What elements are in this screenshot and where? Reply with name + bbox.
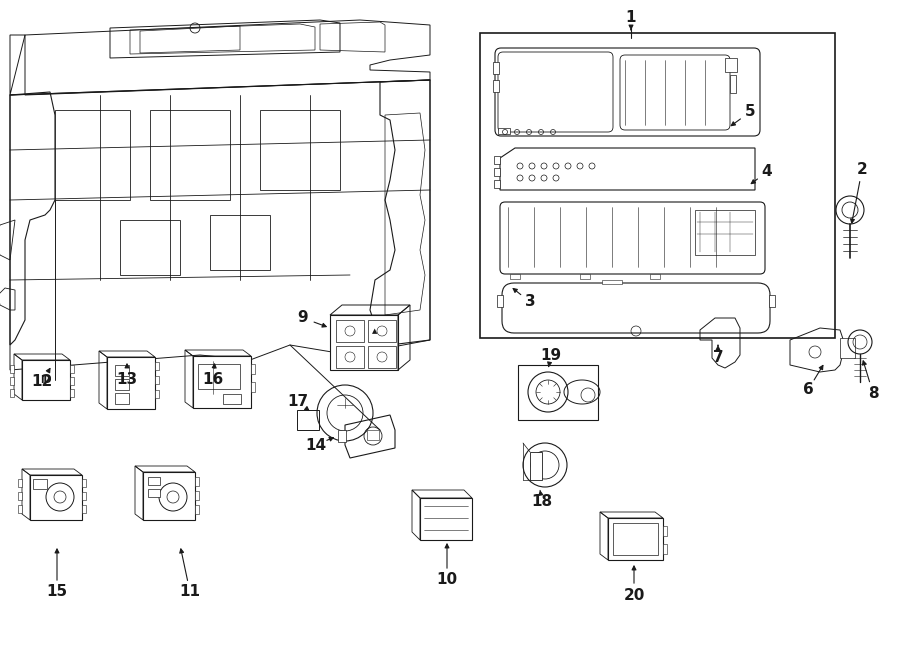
Bar: [10, 365, 14, 373]
Text: 8: 8: [868, 385, 878, 401]
Bar: [695, 210, 755, 255]
Bar: [518, 365, 598, 420]
Bar: [115, 393, 129, 404]
Bar: [608, 518, 663, 560]
FancyBboxPatch shape: [498, 52, 613, 132]
Bar: [251, 364, 255, 374]
Text: ID: ID: [40, 375, 52, 385]
Bar: [155, 376, 159, 384]
Bar: [510, 274, 520, 279]
Bar: [494, 156, 500, 164]
Bar: [260, 110, 340, 190]
Bar: [155, 390, 159, 398]
Text: 14: 14: [305, 438, 327, 453]
Bar: [143, 472, 195, 520]
Bar: [30, 475, 82, 520]
FancyBboxPatch shape: [620, 55, 730, 130]
Bar: [70, 389, 74, 397]
Bar: [480, 33, 835, 338]
Bar: [82, 505, 86, 513]
Bar: [580, 274, 590, 279]
Bar: [663, 544, 667, 554]
Text: 5: 5: [744, 104, 755, 120]
Bar: [725, 58, 737, 72]
Text: 19: 19: [540, 348, 562, 362]
Bar: [18, 479, 22, 487]
Bar: [530, 452, 542, 480]
Bar: [210, 215, 270, 270]
Bar: [368, 320, 396, 342]
Bar: [769, 295, 775, 307]
Text: 2: 2: [857, 163, 868, 178]
Bar: [840, 338, 855, 358]
Bar: [420, 498, 472, 540]
Bar: [150, 110, 230, 200]
Bar: [195, 505, 199, 514]
Bar: [70, 377, 74, 385]
Text: 6: 6: [803, 383, 814, 397]
Bar: [82, 479, 86, 487]
Bar: [155, 362, 159, 370]
Bar: [10, 389, 14, 397]
Bar: [115, 379, 129, 390]
Text: ▲: ▲: [373, 328, 378, 334]
Text: 7: 7: [713, 350, 724, 364]
Bar: [494, 168, 500, 176]
Text: 20: 20: [624, 588, 644, 602]
FancyBboxPatch shape: [500, 202, 765, 274]
Bar: [330, 315, 398, 370]
Bar: [148, 477, 160, 485]
Bar: [115, 365, 129, 376]
Text: 9: 9: [298, 311, 309, 325]
Text: 18: 18: [531, 494, 553, 510]
Text: 11: 11: [179, 584, 201, 600]
Text: 17: 17: [287, 395, 309, 410]
Text: 10: 10: [436, 572, 457, 588]
Text: 12: 12: [32, 375, 52, 389]
Bar: [297, 410, 319, 430]
Bar: [10, 377, 14, 385]
Bar: [148, 489, 160, 497]
Bar: [336, 320, 364, 342]
Text: 16: 16: [202, 373, 223, 387]
Bar: [251, 382, 255, 392]
Bar: [613, 523, 658, 555]
Bar: [338, 430, 346, 442]
Bar: [107, 357, 155, 409]
Bar: [494, 180, 500, 188]
Bar: [493, 62, 499, 74]
Bar: [33, 479, 47, 489]
Bar: [195, 491, 199, 500]
Bar: [336, 346, 364, 368]
Text: 13: 13: [116, 371, 138, 387]
Bar: [70, 365, 74, 373]
Text: 15: 15: [47, 584, 68, 600]
Bar: [367, 430, 379, 440]
Bar: [22, 360, 70, 400]
Bar: [18, 492, 22, 500]
FancyBboxPatch shape: [502, 283, 770, 333]
Bar: [493, 80, 499, 92]
Bar: [368, 346, 396, 368]
Bar: [223, 394, 241, 404]
Bar: [195, 477, 199, 486]
Bar: [193, 356, 251, 408]
Bar: [663, 526, 667, 536]
Bar: [650, 274, 660, 279]
Bar: [18, 505, 22, 513]
Bar: [730, 75, 736, 93]
Bar: [498, 128, 510, 134]
Text: 4: 4: [761, 165, 772, 180]
Bar: [55, 110, 130, 200]
Text: 3: 3: [525, 295, 535, 309]
Bar: [602, 280, 622, 284]
Bar: [198, 364, 240, 389]
Bar: [120, 220, 180, 275]
Bar: [497, 295, 503, 307]
Bar: [82, 492, 86, 500]
FancyBboxPatch shape: [495, 48, 760, 136]
Text: 1: 1: [626, 11, 636, 26]
